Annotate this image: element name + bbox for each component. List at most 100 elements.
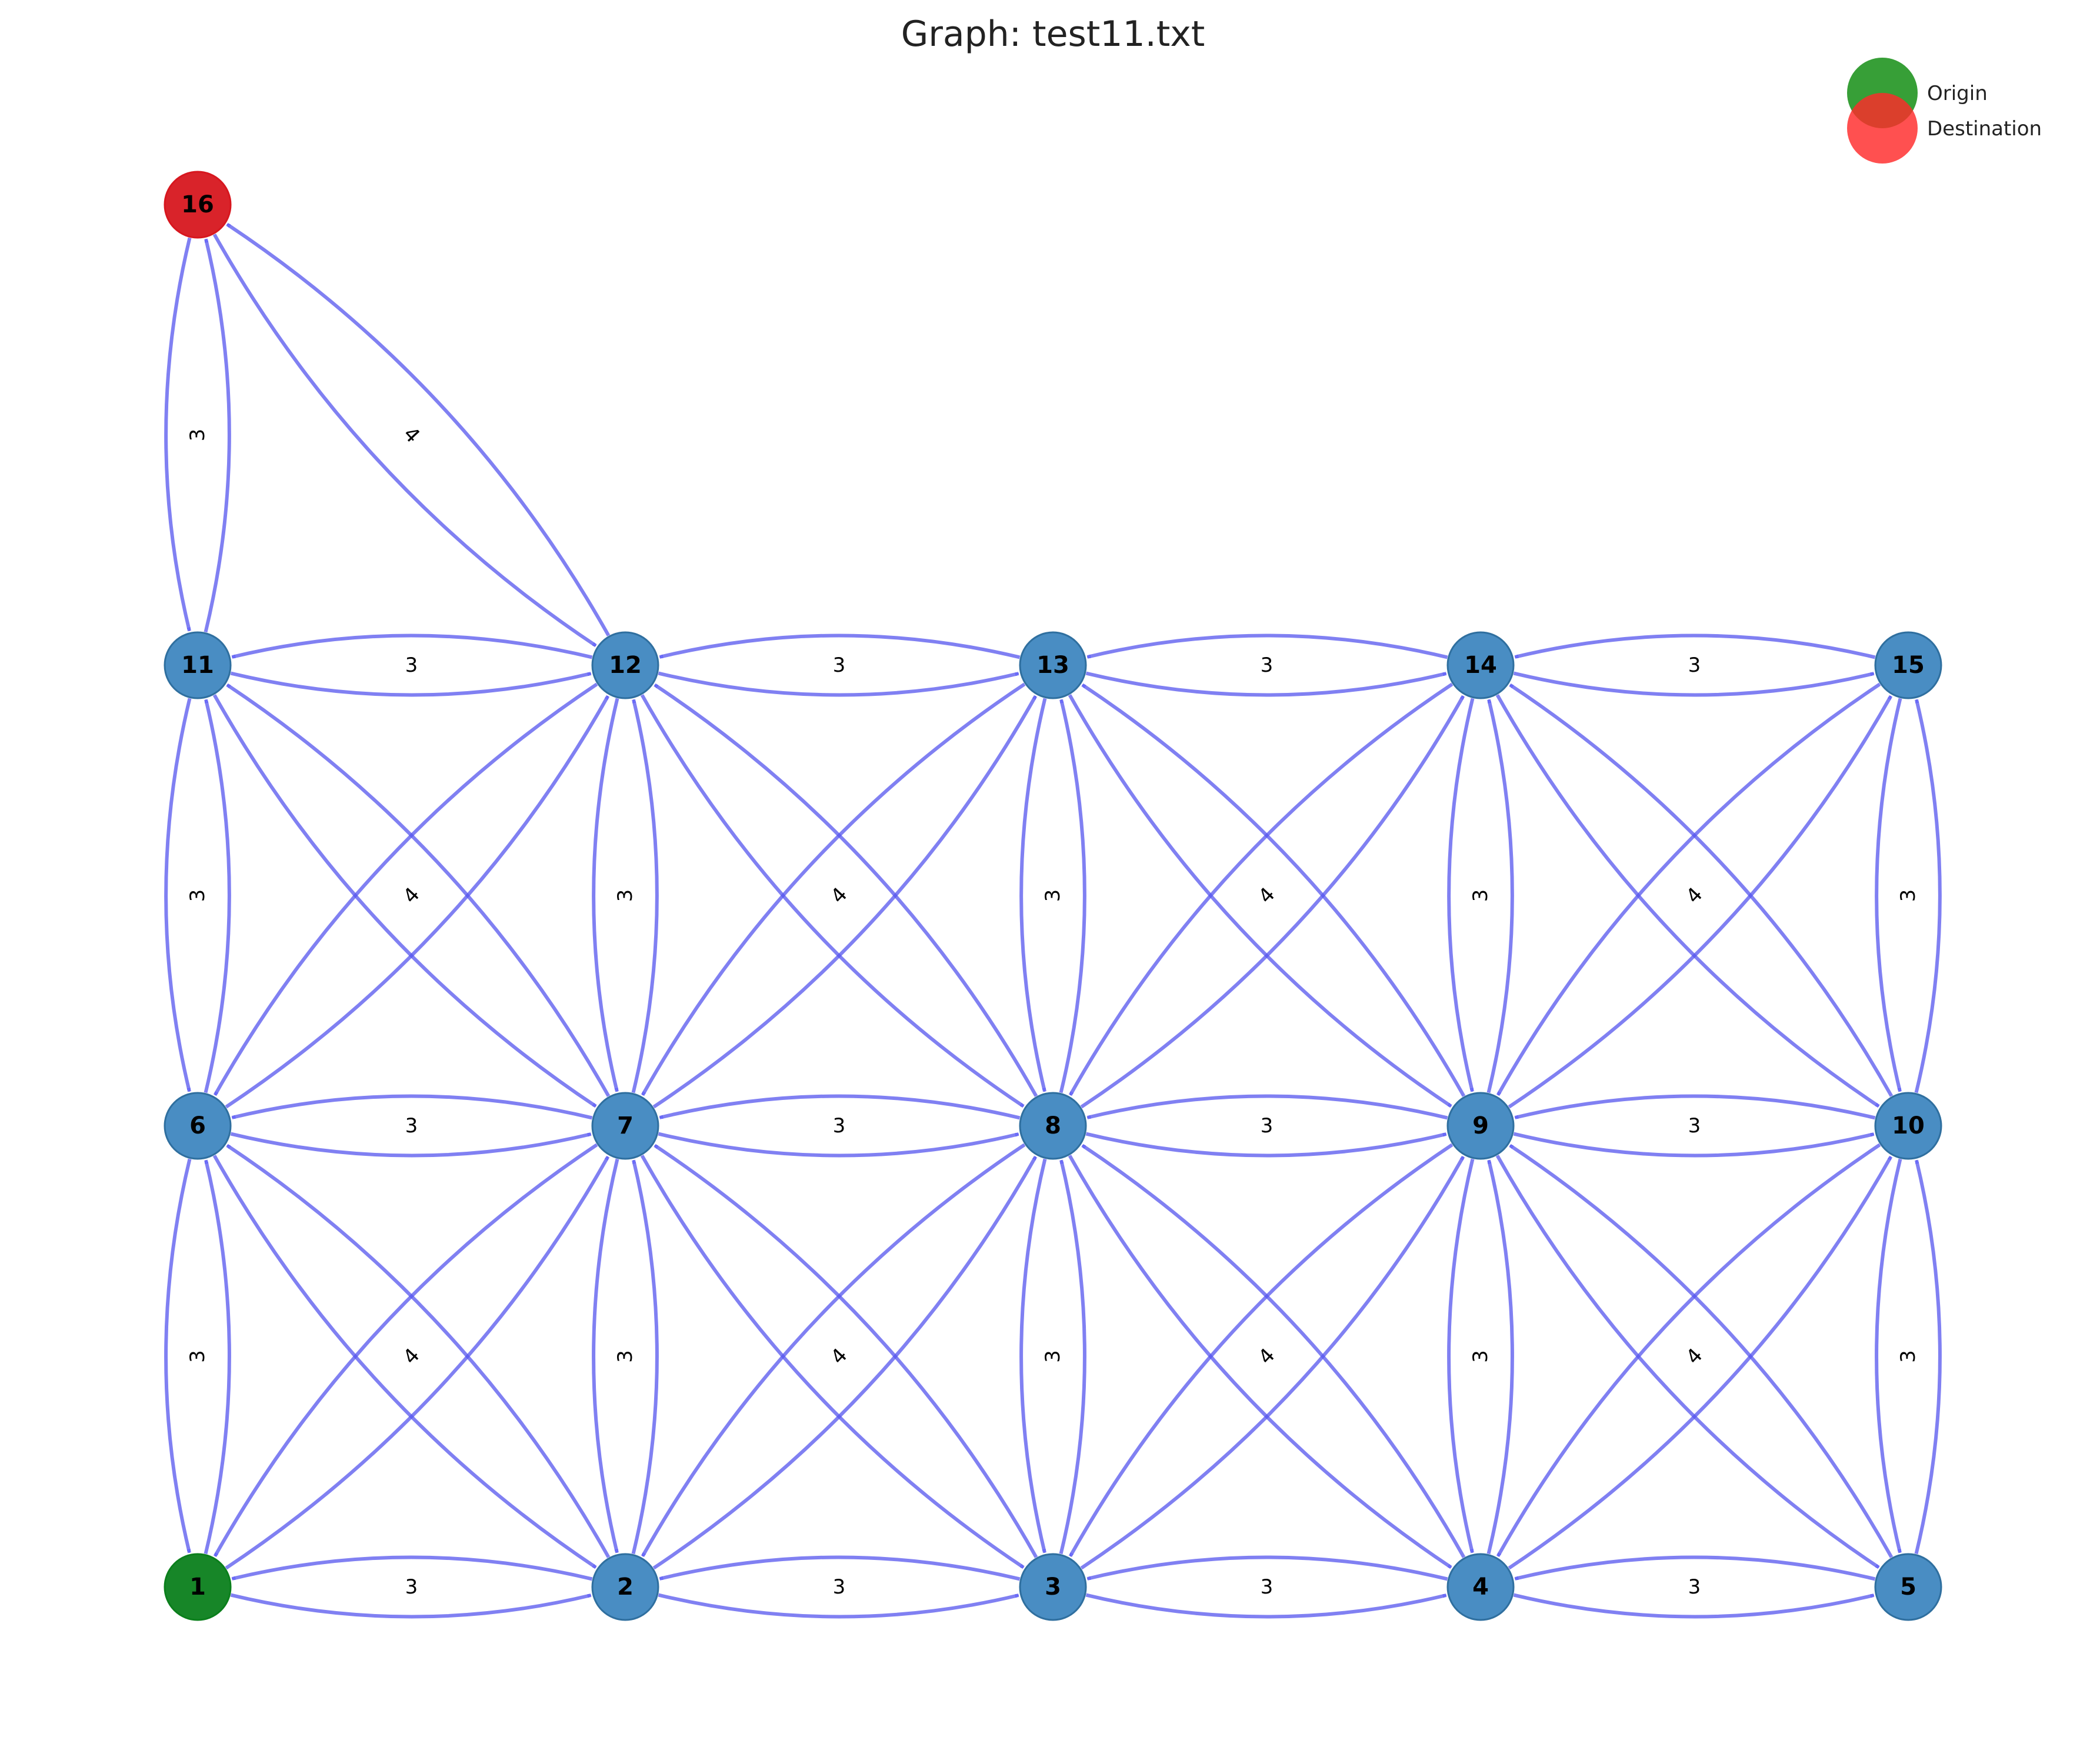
edge-weight-label: 3 — [186, 1350, 209, 1363]
edge-12-to-6 — [213, 682, 598, 1096]
edge-weight-label: 3 — [405, 1575, 418, 1599]
edge-10-to-4 — [1496, 1143, 1881, 1558]
edge-weight-label: 3 — [1469, 1350, 1492, 1363]
edge-weight-label: 4 — [1254, 1343, 1279, 1369]
edge-8-to-12 — [654, 683, 1038, 1097]
edge-8-to-3 — [1019, 1158, 1047, 1553]
edge-2-to-3 — [658, 1593, 1019, 1619]
edge-12-to-8 — [640, 694, 1025, 1108]
edge-weight-label: 4 — [1681, 1343, 1707, 1369]
edge-10-to-5 — [1875, 1158, 1902, 1553]
edge-weight-label: 4 — [398, 422, 424, 448]
node-7: 7 — [591, 1092, 659, 1160]
node-5-label: 5 — [1900, 1573, 1916, 1601]
node-13-circle — [1019, 631, 1087, 699]
edge-9-to-10 — [1513, 1132, 1875, 1158]
edge-weight-label: 4 — [398, 1343, 424, 1369]
node-9: 9 — [1446, 1092, 1515, 1160]
node-12-label: 12 — [609, 652, 642, 679]
node-4-circle — [1446, 1553, 1515, 1621]
edge-weight-label: 3 — [186, 429, 209, 442]
edge-2-to-6 — [226, 1143, 611, 1558]
node-11: 11 — [164, 631, 232, 699]
edge-12-to-16 — [226, 222, 611, 636]
edge-4-to-8 — [1081, 1143, 1466, 1558]
edge-7-to-11 — [226, 683, 611, 1097]
node-16: 16 — [164, 171, 232, 239]
edge-4-to-10 — [1508, 1155, 1893, 1570]
edge-15-to-10 — [1875, 698, 1902, 1092]
edge-14-to-10 — [1495, 694, 1880, 1108]
edge-5-to-4 — [1514, 1555, 1876, 1581]
edge-weight-label: 4 — [826, 1343, 852, 1369]
node-3-label: 3 — [1045, 1573, 1061, 1601]
legend: Origin Destination — [1847, 58, 2042, 164]
edge-14-to-13 — [1086, 634, 1448, 659]
edge-12-to-13 — [658, 671, 1019, 697]
edge-3-to-4 — [1085, 1593, 1447, 1619]
node-15: 15 — [1874, 631, 1942, 699]
node-1-label: 1 — [189, 1573, 206, 1601]
edge-14-to-9 — [1447, 698, 1475, 1092]
edge-3-to-2 — [659, 1555, 1021, 1581]
edge-weight-label: 3 — [614, 889, 637, 902]
edge-16-to-12 — [212, 234, 597, 648]
edge-7-to-13 — [652, 695, 1038, 1109]
node-10-label: 10 — [1892, 1112, 1925, 1139]
edge-8-to-9 — [1085, 1132, 1447, 1158]
edge-weight-label: 3 — [1469, 889, 1492, 902]
edge-weight-label: 3 — [1896, 889, 1920, 902]
edge-13-to-7 — [641, 682, 1026, 1096]
edge-weight-label: 4 — [1681, 883, 1707, 908]
edge-10-to-9 — [1514, 1094, 1876, 1120]
edge-8-to-7 — [659, 1094, 1021, 1120]
edge-14-to-15 — [1513, 671, 1875, 697]
edge-weight-label: 3 — [405, 1114, 418, 1138]
node-3: 3 — [1019, 1553, 1087, 1621]
node-15-label: 15 — [1892, 652, 1925, 679]
edge-weight-label: 3 — [1688, 1575, 1701, 1599]
node-11-label: 11 — [181, 652, 214, 679]
node-12: 12 — [591, 631, 659, 699]
node-14-circle — [1446, 631, 1515, 699]
edge-7-to-1 — [213, 1143, 598, 1558]
legend-destination-label: Destination — [1927, 117, 2042, 141]
edge-2-to-7 — [631, 1159, 659, 1555]
edge-9-to-13 — [1081, 683, 1466, 1097]
edge-15-to-9 — [1496, 682, 1881, 1096]
edge-6-to-2 — [212, 1155, 597, 1569]
node-5-circle — [1874, 1553, 1942, 1621]
edge-weight-label: 4 — [826, 883, 852, 908]
node-9-label: 9 — [1472, 1112, 1489, 1139]
node-1: 1 — [164, 1553, 232, 1621]
edge-13-to-14 — [1085, 671, 1447, 697]
edge-11-to-7 — [212, 694, 597, 1108]
edge-12-to-11 — [231, 634, 593, 659]
edge-5-to-10 — [1914, 1159, 1942, 1555]
edge-13-to-9 — [1068, 694, 1452, 1108]
edge-13-to-8 — [1019, 698, 1047, 1092]
node-2: 2 — [591, 1553, 659, 1621]
edge-weight-label: 3 — [1688, 1114, 1701, 1138]
edge-2-to-1 — [231, 1555, 593, 1581]
node-8-circle — [1019, 1092, 1087, 1160]
edge-weight-label: 3 — [1261, 1575, 1274, 1599]
edge-6-to-1 — [164, 1158, 192, 1553]
edge-6-to-11 — [204, 699, 231, 1093]
edge-8-to-2 — [641, 1143, 1026, 1558]
edge-11-to-6 — [164, 698, 192, 1092]
edge-3-to-8 — [1059, 1159, 1086, 1555]
graph-title: Graph: test11.txt — [901, 14, 1205, 55]
node-5: 5 — [1874, 1553, 1942, 1621]
edge-9-to-15 — [1508, 695, 1893, 1109]
edge-weight-label: 3 — [833, 1575, 846, 1599]
node-14-label: 14 — [1464, 652, 1497, 679]
edge-10-to-14 — [1509, 683, 1894, 1097]
node-7-label: 7 — [617, 1112, 634, 1139]
edge-7-to-12 — [631, 699, 659, 1093]
edge-3-to-9 — [1080, 1155, 1465, 1570]
edge-6-to-7 — [230, 1132, 592, 1158]
edge-9-to-5 — [1495, 1155, 1880, 1569]
edge-4-to-3 — [1086, 1555, 1448, 1581]
